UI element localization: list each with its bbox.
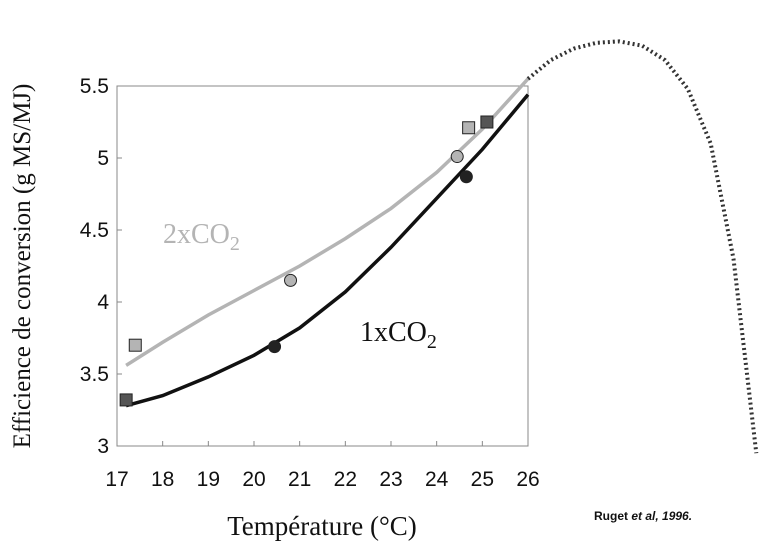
y-tick-label: 4.5 xyxy=(80,219,109,242)
data-point xyxy=(480,115,494,129)
data-point xyxy=(462,121,476,135)
data-point xyxy=(284,273,298,287)
y-tick-label: 4 xyxy=(97,291,109,314)
data-point xyxy=(268,340,282,354)
source-rest: et al, 1996. xyxy=(631,509,692,523)
data-point xyxy=(459,170,473,184)
x-tick-label: 23 xyxy=(379,468,402,491)
series-label: 2xCO2 xyxy=(163,219,240,255)
y-axis-label: Efficience de conversion (g MS/MJ) xyxy=(9,84,36,449)
data-point xyxy=(128,338,142,352)
y-tick-label: 5 xyxy=(97,147,109,170)
label-text: 1xCO xyxy=(360,317,427,348)
series-label: 1xCO2 xyxy=(360,317,437,353)
data-point xyxy=(119,393,133,407)
x-tick-label: 22 xyxy=(334,468,357,491)
x-tick-label: 25 xyxy=(471,468,494,491)
x-tick-label: 17 xyxy=(105,468,128,491)
x-tick-label: 20 xyxy=(242,468,265,491)
x-tick-label: 26 xyxy=(516,468,539,491)
fit-curve xyxy=(526,39,759,454)
source-author: Ruget xyxy=(594,509,628,523)
fit-curve xyxy=(125,93,530,408)
label-sub: 2 xyxy=(427,331,437,353)
x-tick-label: 21 xyxy=(288,468,311,491)
x-tick-label: 24 xyxy=(425,468,449,491)
y-tick-label: 3 xyxy=(97,435,109,458)
source: Ruget et al, 1996. xyxy=(594,509,692,523)
y-tick-label: 5.5 xyxy=(80,75,109,98)
data-point xyxy=(450,150,464,164)
y-tick-label: 3.5 xyxy=(80,363,109,386)
label-text: 2xCO xyxy=(163,219,230,250)
x-tick-label: 19 xyxy=(197,468,220,491)
x-axis-label: Température (°C) xyxy=(227,511,417,541)
plot-frame xyxy=(116,85,529,447)
label-sub: 2 xyxy=(230,233,240,255)
x-tick-label: 18 xyxy=(151,468,174,491)
